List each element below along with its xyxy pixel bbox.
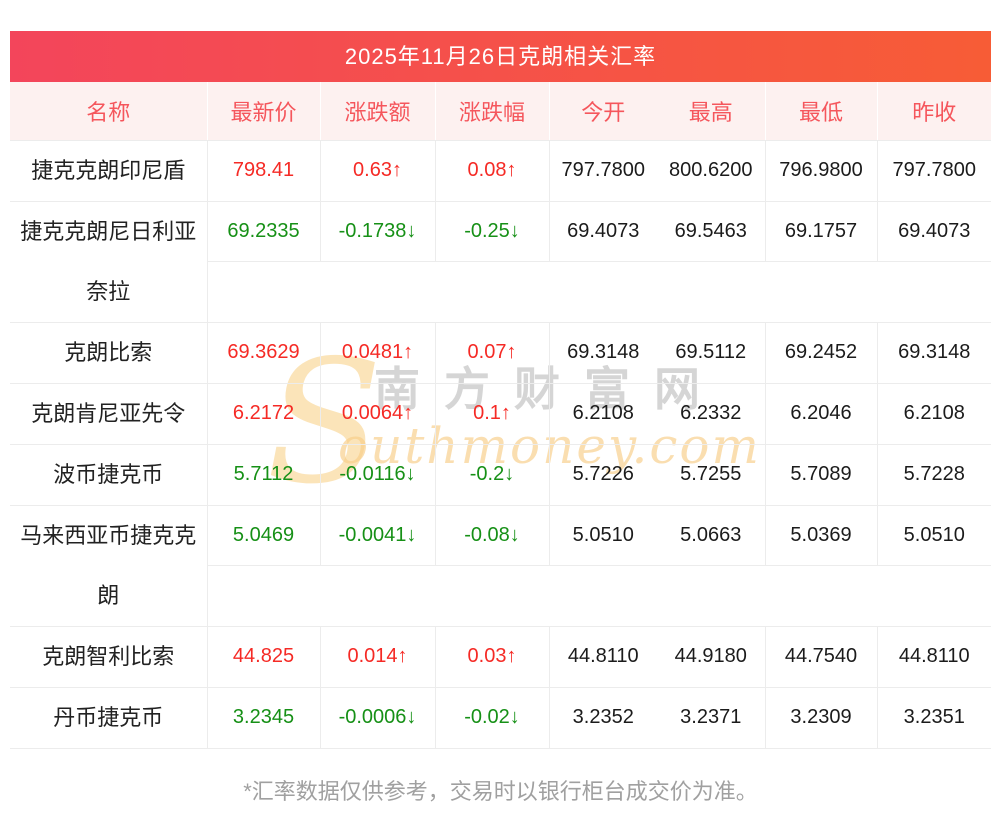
last-price: 69.3629 (207, 322, 321, 384)
low-price: 3.2309 (765, 687, 878, 749)
col-header-name: 名称 (10, 82, 208, 141)
currency-pair-name: 丹币捷克币 (10, 687, 208, 749)
open-price: 3.2352 (549, 687, 657, 749)
prev-close-price: 5.7228 (877, 444, 991, 506)
open-price: 5.0510 (549, 505, 657, 566)
low-price: 69.2452 (765, 322, 878, 384)
last-price: 3.2345 (207, 687, 321, 749)
col-header-prev-close: 昨收 (877, 82, 991, 141)
prev-close-price: 3.2351 (877, 687, 991, 749)
change-percent: 0.03↑ (435, 626, 550, 688)
high-price: 69.5463 (657, 201, 766, 262)
change-percent: -0.08↓ (435, 505, 550, 566)
table-row: 丹币捷克币 3.2345 -0.0006↓ -0.02↓ 3.2352 3.2371 3.2… (10, 687, 991, 749)
last-price: 69.2335 (207, 201, 321, 262)
disclaimer-footnote: *汇率数据仅供参考，交易时以银行柜台成交价为准。 (243, 778, 758, 804)
high-price: 69.5112 (657, 322, 766, 384)
low-price: 5.7089 (765, 444, 878, 506)
exchange-rate-table: 名称 最新价 涨跌额 涨跌幅 今开 最高 最低 昨收 捷克克朗印尼盾 798.41… (10, 82, 991, 749)
last-price: 798.41 (207, 140, 321, 202)
empty-overflow-cell (207, 565, 991, 627)
change-amount: 0.014↑ (320, 626, 436, 688)
high-price: 800.6200 (657, 140, 766, 202)
change-amount: 0.63↑ (320, 140, 436, 202)
col-header-last: 最新价 (207, 82, 321, 141)
currency-pair-name: 捷克克朗尼日利亚 奈拉 (10, 201, 208, 323)
low-price: 69.1757 (765, 201, 878, 262)
currency-pair-name: 波币捷克币 (10, 444, 208, 506)
low-price: 44.7540 (765, 626, 878, 688)
open-price: 44.8110 (549, 626, 657, 688)
currency-pair-name: 马来西亚币捷克克朗 (10, 505, 208, 627)
open-price: 6.2108 (549, 383, 657, 445)
low-price: 796.9800 (765, 140, 878, 202)
table-row: 捷克克朗尼日利亚 奈拉 69.2335 -0.1738↓ -0.25↓ 69.4073 69… (10, 201, 991, 323)
high-price: 44.9180 (657, 626, 766, 688)
change-percent: -0.02↓ (435, 687, 550, 749)
change-percent: -0.2↓ (435, 444, 550, 506)
last-price: 5.0469 (207, 505, 321, 566)
table-row: 克朗肯尼亚先令 6.2172 0.0064↑ 0.1↑ 6.2108 6.2332 6.20… (10, 383, 991, 445)
change-percent: 0.07↑ (435, 322, 550, 384)
change-amount: -0.0006↓ (320, 687, 436, 749)
currency-pair-name: 克朗智利比索 (10, 626, 208, 688)
currency-pair-name: 克朗肯尼亚先令 (10, 383, 208, 445)
open-price: 69.4073 (549, 201, 657, 262)
high-price: 5.7255 (657, 444, 766, 506)
prev-close-price: 44.8110 (877, 626, 991, 688)
change-percent: 0.08↑ (435, 140, 550, 202)
last-price: 5.7112 (207, 444, 321, 506)
table-row: 马来西亚币捷克克朗 5.0469 -0.0041↓ -0.08↓ 5.0510 5.066… (10, 505, 991, 627)
table-row: 波币捷克币 5.7112 -0.0116↓ -0.2↓ 5.7226 5.7255 5.70… (10, 444, 991, 506)
change-amount: -0.1738↓ (320, 201, 436, 262)
change-amount: -0.0116↓ (320, 444, 436, 506)
prev-close-price: 6.2108 (877, 383, 991, 445)
high-price: 6.2332 (657, 383, 766, 445)
low-price: 6.2046 (765, 383, 878, 445)
table-row: 克朗智利比索 44.825 0.014↑ 0.03↑ 44.8110 44.9180 44.… (10, 626, 991, 688)
change-percent: 0.1↑ (435, 383, 550, 445)
table-header-row: 名称 最新价 涨跌额 涨跌幅 今开 最高 最低 昨收 (10, 82, 991, 141)
page-title-banner: 2025年11月26日克朗相关汇率 (10, 31, 991, 82)
col-header-high: 最高 (657, 82, 766, 141)
low-price: 5.0369 (765, 505, 878, 566)
table-row: 克朗比索 69.3629 0.0481↑ 0.07↑ 69.3148 69.5112 69.… (10, 322, 991, 384)
col-header-pct: 涨跌幅 (435, 82, 550, 141)
col-header-change: 涨跌额 (320, 82, 436, 141)
change-amount: 0.0064↑ (320, 383, 436, 445)
currency-pair-name: 捷克克朗印尼盾 (10, 140, 208, 202)
last-price: 6.2172 (207, 383, 321, 445)
empty-overflow-cell (207, 261, 991, 323)
last-price: 44.825 (207, 626, 321, 688)
prev-close-price: 5.0510 (877, 505, 991, 566)
col-header-open: 今开 (549, 82, 657, 141)
change-amount: 0.0481↑ (320, 322, 436, 384)
change-percent: -0.25↓ (435, 201, 550, 262)
change-amount: -0.0041↓ (320, 505, 436, 566)
high-price: 3.2371 (657, 687, 766, 749)
table-row: 捷克克朗印尼盾 798.41 0.63↑ 0.08↑ 797.7800 800.6200 7… (10, 140, 991, 202)
prev-close-price: 69.3148 (877, 322, 991, 384)
table-row-overflow (10, 261, 991, 323)
currency-pair-name: 克朗比索 (10, 322, 208, 384)
open-price: 69.3148 (549, 322, 657, 384)
high-price: 5.0663 (657, 505, 766, 566)
rate-table-body: 捷克克朗印尼盾 798.41 0.63↑ 0.08↑ 797.7800 800.6200 7… (10, 140, 991, 749)
page-title: 2025年11月26日克朗相关汇率 (344, 44, 657, 69)
open-price: 5.7226 (549, 444, 657, 506)
table-row-overflow (10, 565, 991, 627)
col-header-low: 最低 (765, 82, 878, 141)
prev-close-price: 797.7800 (877, 140, 991, 202)
open-price: 797.7800 (549, 140, 657, 202)
prev-close-price: 69.4073 (877, 201, 991, 262)
